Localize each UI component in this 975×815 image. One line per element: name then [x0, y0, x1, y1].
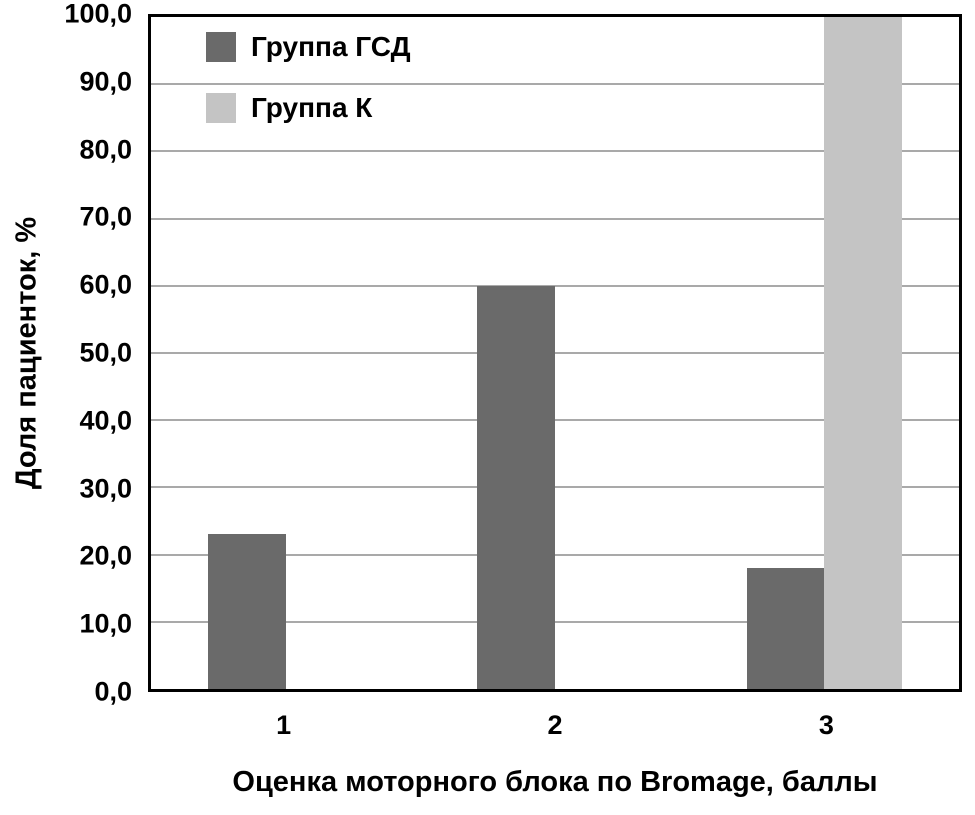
- legend-item: Группа К: [206, 93, 411, 123]
- bar-series1-cat3: [746, 568, 825, 689]
- plot-area: Группа ГСД Группа К: [148, 14, 962, 692]
- gridline: [151, 217, 959, 220]
- legend-label: Группа ГСД: [251, 31, 411, 62]
- legend-swatch: [206, 93, 236, 123]
- y-tick-label: 20,0: [79, 540, 132, 571]
- y-tick-label: 10,0: [79, 608, 132, 639]
- gridline: [151, 419, 959, 422]
- y-tick-label: 80,0: [79, 134, 132, 165]
- bar-series2-cat3: [824, 17, 902, 689]
- x-tick-label: 2: [547, 710, 563, 740]
- y-tick-label: 0,0: [94, 676, 132, 707]
- x-tick-label: 1: [276, 710, 292, 740]
- y-tick-label: 70,0: [79, 201, 132, 232]
- bar-series1-cat2: [477, 285, 555, 689]
- y-tick-label: 60,0: [79, 269, 132, 300]
- legend-label: Группа К: [251, 92, 373, 123]
- legend-item: Группа ГСД: [206, 32, 411, 62]
- y-tick-label: 90,0: [79, 66, 132, 97]
- x-tick-label: 3: [818, 710, 834, 740]
- y-tick-label: 50,0: [79, 337, 132, 368]
- bar-series1-cat1: [208, 534, 286, 689]
- gridline: [151, 620, 959, 623]
- gridline: [151, 553, 959, 556]
- legend: Группа ГСД Группа К: [206, 32, 411, 154]
- x-axis-ticks: 1 2 3: [148, 712, 962, 746]
- gridline: [151, 83, 959, 86]
- gridline: [151, 486, 959, 489]
- gridline: [151, 150, 959, 153]
- gridline: [151, 284, 959, 287]
- gridline: [151, 352, 959, 354]
- y-tick-label: 100,0: [64, 0, 132, 29]
- x-axis-title: Оценка моторного блока по Bromage, баллы: [232, 766, 878, 798]
- y-tick-label: 40,0: [79, 405, 132, 436]
- y-axis-ticks: 0,0 10,0 20,0 30,0 40,0 50,0 60,0 70,0 80,0 90,0 1…: [0, 0, 136, 705]
- legend-swatch: [206, 32, 236, 62]
- y-tick-label: 30,0: [79, 473, 132, 504]
